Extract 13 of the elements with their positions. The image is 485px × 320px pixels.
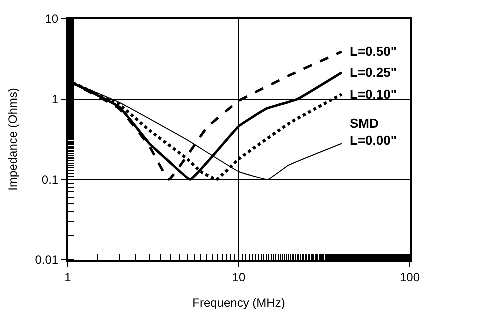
x-axis-title: Frequency (MHz) [192,296,286,310]
y-tick-label: 0.01 [35,253,59,268]
x-tick-label: 100 [400,270,420,284]
x-tick-label: 1 [64,270,72,284]
y-axis-title: Impedance (Ohms) [6,88,20,191]
series-label: L=0.50" [350,44,397,59]
y-tick-label: 10 [45,12,59,26]
x-tick-label: 10 [232,270,246,284]
y-tick-label: 1 [52,92,59,107]
series-label: L=0.25" [350,65,397,80]
series-label: L=0.10" [350,87,397,102]
series-label: SMD L=0.00" [350,116,397,148]
y-tick-label: 0.1 [42,172,59,187]
